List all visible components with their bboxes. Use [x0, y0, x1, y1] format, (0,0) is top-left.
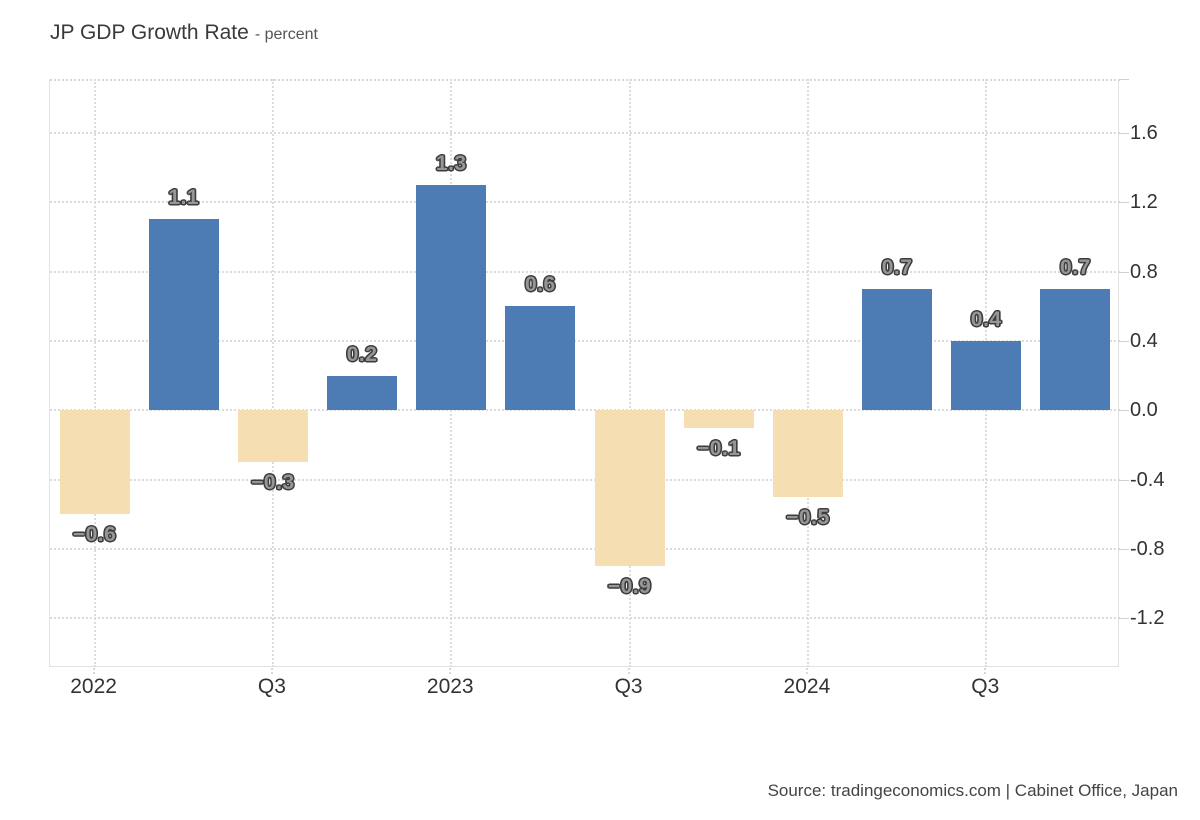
- x-axis-label: 2023: [426, 675, 474, 698]
- bar-2023[interactable]: [416, 184, 487, 411]
- y-axis-label: 1.6: [1130, 121, 1158, 144]
- h-gridline: [50, 131, 1120, 134]
- x-axis-tick: [92, 668, 95, 674]
- bar-q3[interactable]: [951, 340, 1022, 411]
- bar-value-label: 0.4: [970, 307, 1002, 331]
- h-gridline: [50, 478, 1120, 481]
- v-gridline: [628, 79, 631, 667]
- y-axis-tick: [1119, 410, 1129, 412]
- x-axis-tick: [449, 668, 452, 674]
- x-axis-label: Q3: [614, 675, 643, 698]
- bar-value-label: 1.3: [435, 151, 467, 175]
- h-gridline: [50, 617, 1120, 620]
- chart-title: JP GDP Growth Rate - percent: [50, 21, 318, 45]
- bar-q4[interactable]: [327, 375, 398, 411]
- y-axis-tick: [1119, 618, 1129, 620]
- x-axis-tick: [270, 668, 273, 674]
- x-axis-tick: [984, 668, 987, 674]
- y-axis-top-tick: [1119, 79, 1129, 80]
- h-gridline: [50, 548, 1120, 551]
- v-gridline: [806, 79, 809, 667]
- y-axis-label: 0.4: [1130, 329, 1158, 352]
- bar-value-label: −0.3: [251, 471, 295, 495]
- plot-area: −0.6 1.1 −0.3 0.2 1.3 0.6 −0.9 −0.1 −0.5 0.7 0.4 0.…: [49, 79, 1120, 667]
- bar-2022[interactable]: [59, 410, 130, 515]
- bar-value-label: −0.6: [72, 523, 117, 547]
- h-gridline: [50, 270, 1120, 273]
- bar-value-label: 0.2: [346, 342, 378, 366]
- bar-q2[interactable]: [148, 219, 219, 411]
- y-axis-tick: [1119, 479, 1129, 481]
- chart-title-text: JP GDP Growth Rate: [50, 21, 249, 44]
- bar-value-label: −0.1: [697, 436, 741, 460]
- x-axis-tick: [805, 668, 808, 674]
- chart-subtitle-unit: - percent: [254, 26, 318, 43]
- bar-2024[interactable]: [772, 410, 843, 497]
- h-gridline: [50, 339, 1120, 342]
- x-axis-label: 2024: [783, 675, 831, 698]
- y-axis-label: -1.2: [1130, 607, 1165, 630]
- source-attribution: Source: tradingeconomics.com | Cabinet O…: [767, 781, 1178, 800]
- bar-q12[interactable]: [1040, 288, 1111, 411]
- y-axis-label: 0.8: [1130, 260, 1158, 283]
- y-axis-label: 1.2: [1130, 191, 1158, 214]
- x-axis-label: Q3: [971, 675, 1000, 698]
- y-axis-tick: [1119, 132, 1129, 134]
- x-axis-label: 2022: [70, 675, 117, 698]
- bar-value-label: 0.7: [881, 255, 913, 279]
- y-axis-tick: [1119, 549, 1129, 551]
- v-gridline: [271, 79, 274, 667]
- bar-value-label: −0.9: [607, 575, 652, 599]
- h-gridline: [50, 409, 1120, 412]
- y-axis-label: -0.4: [1130, 468, 1165, 491]
- bar-value-label: −0.5: [786, 506, 830, 530]
- bar-q8[interactable]: [683, 410, 754, 428]
- plot-top-border: [50, 79, 1120, 81]
- x-axis-tick: [627, 668, 630, 674]
- y-axis-tick: [1119, 271, 1129, 273]
- v-gridline: [93, 79, 96, 667]
- bar-q6[interactable]: [505, 306, 576, 411]
- y-axis-label: -0.8: [1130, 538, 1165, 561]
- y-axis-tick: [1119, 202, 1129, 204]
- bar-value-label: 0.7: [1060, 255, 1091, 279]
- bar-q10[interactable]: [862, 288, 933, 411]
- bar-value-label: 0.6: [525, 273, 556, 297]
- x-axis-label: Q3: [257, 675, 286, 698]
- y-axis-tick: [1119, 340, 1129, 342]
- y-axis-label: 0.0: [1130, 399, 1158, 422]
- bar-q3[interactable]: [237, 410, 308, 463]
- bar-value-label: 1.1: [168, 186, 200, 210]
- bar-q3[interactable]: [594, 410, 665, 567]
- h-gridline: [50, 201, 1120, 204]
